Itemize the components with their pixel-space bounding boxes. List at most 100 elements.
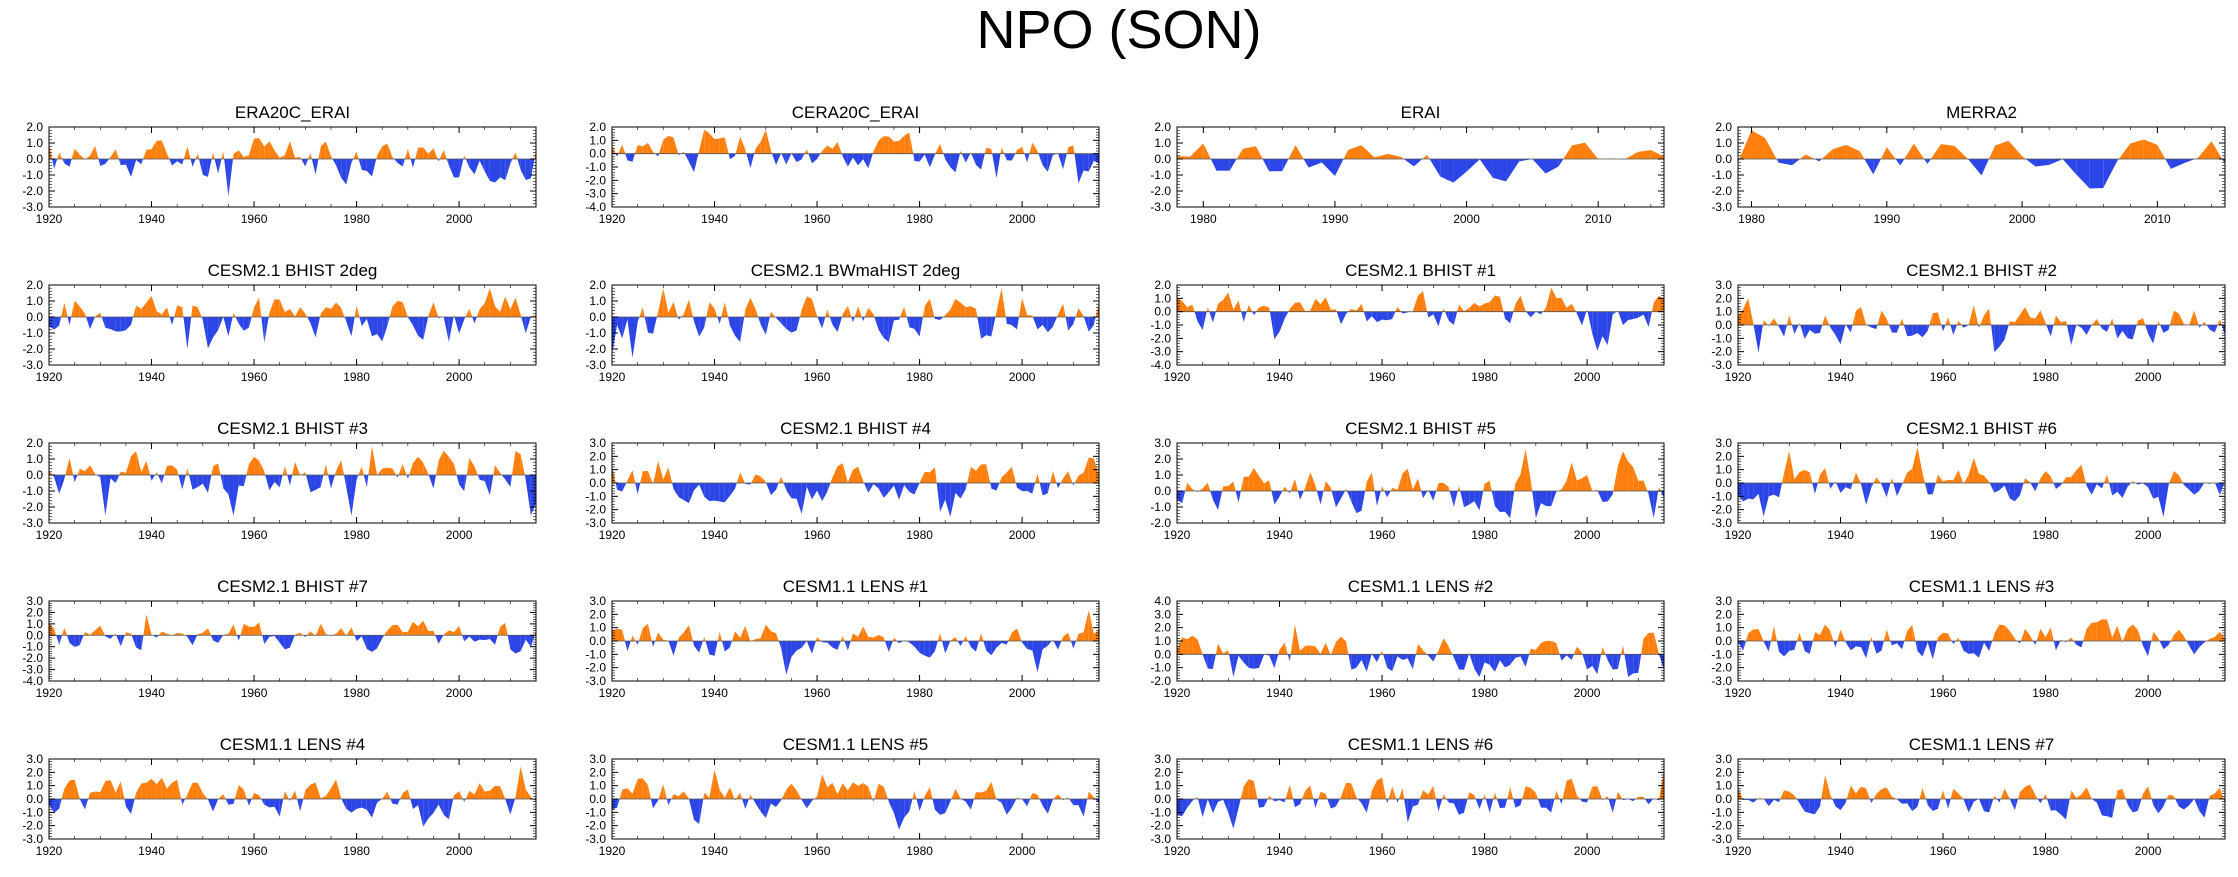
data-area [745, 149, 747, 154]
data-area [1852, 310, 1856, 325]
data-area [1540, 799, 1547, 808]
data-area [1535, 491, 1541, 519]
data-area [1243, 654, 1249, 668]
data-area [1978, 325, 1979, 328]
x-tick-label: 2000 [446, 528, 473, 542]
x-tick-label: 1980 [2032, 686, 2059, 700]
data-area [1453, 799, 1459, 815]
data-area [1066, 147, 1069, 154]
data-area [1018, 297, 1023, 317]
data-area [1401, 311, 1403, 314]
y-tick-label: -1.0 [1150, 168, 1171, 182]
data-area [1799, 322, 1801, 325]
data-area [1576, 311, 1582, 326]
data-area [1617, 654, 1622, 669]
data-area [704, 636, 706, 641]
data-area [315, 623, 321, 636]
y-tick-label: 2.0 [1154, 452, 1171, 466]
data-area [479, 159, 485, 172]
data-area [505, 296, 511, 317]
data-area [197, 153, 200, 159]
data-area [443, 317, 449, 343]
data-area [520, 766, 526, 799]
data-area [1607, 654, 1613, 670]
x-tick-label: 2000 [1009, 528, 1036, 542]
data-area [1556, 297, 1562, 312]
chart-title: CESM1.1 LENS #3 [1909, 577, 2055, 596]
data-area [1638, 480, 1644, 491]
data-area [115, 781, 121, 799]
data-area [786, 641, 792, 675]
data-area [781, 641, 787, 675]
data-area [914, 641, 920, 653]
data-area [1376, 311, 1383, 323]
data-area [1015, 483, 1017, 488]
data-area [1300, 302, 1306, 312]
y-tick-label: 2.0 [26, 278, 43, 292]
data-area [1871, 325, 1877, 329]
data-area [284, 141, 290, 159]
data-area [1206, 307, 1208, 312]
data-area [2201, 321, 2205, 325]
data-area [1262, 159, 1270, 172]
data-area [1063, 471, 1069, 483]
data-area [1423, 491, 1428, 499]
data-area [2066, 320, 2067, 325]
data-area [1029, 142, 1033, 154]
data-area [1264, 480, 1270, 491]
data-area [1830, 630, 1834, 641]
data-area [923, 796, 925, 799]
data-area [400, 793, 403, 799]
data-area [658, 288, 664, 317]
data-area [678, 791, 684, 799]
data-area [965, 799, 971, 810]
data-area [1872, 641, 1877, 654]
data-area [673, 483, 679, 498]
data-area [341, 799, 347, 809]
data-area [2101, 483, 2104, 489]
data-area [54, 799, 60, 813]
data-area [437, 159, 439, 162]
data-area [1087, 791, 1089, 799]
data-area [2153, 325, 2158, 344]
data-area [368, 446, 372, 475]
data-area [1585, 142, 1599, 159]
y-tick-label: 1.0 [26, 294, 43, 308]
data-area [407, 789, 411, 799]
data-area [1215, 303, 1219, 312]
data-area [1335, 491, 1342, 508]
data-area [1417, 478, 1422, 491]
data-area [177, 159, 183, 165]
data-area [2081, 464, 2086, 483]
data-area [289, 475, 293, 486]
data-area [428, 799, 434, 819]
data-area [1608, 799, 1613, 813]
data-area [1945, 317, 1949, 325]
y-tick-label: -3.0 [1711, 358, 1732, 372]
data-area [1321, 159, 1335, 176]
data-area [709, 483, 715, 502]
chart-panel: CESM1.1 LENS #24.03.02.01.00.0-1.0-2.019… [1150, 577, 1665, 700]
data-area [246, 799, 249, 806]
data-area [1361, 799, 1367, 813]
data-area [2163, 483, 2169, 517]
data-area [932, 799, 935, 810]
data-area [1202, 799, 1208, 818]
data-area [1941, 325, 1944, 332]
data-area [688, 153, 695, 173]
data-area [1753, 325, 1759, 353]
data-area [392, 300, 398, 317]
data-area [896, 641, 900, 644]
data-area [423, 317, 429, 340]
data-area [2009, 630, 2015, 641]
x-tick-label: 2000 [446, 212, 473, 226]
data-area [125, 799, 132, 814]
x-tick-label: 1920 [36, 212, 63, 226]
data-area [955, 788, 961, 799]
data-area [1039, 799, 1043, 806]
data-area [269, 475, 275, 491]
data-area [1958, 470, 1964, 483]
data-area [489, 288, 495, 317]
data-area [1088, 153, 1094, 172]
data-area [2157, 320, 2159, 325]
